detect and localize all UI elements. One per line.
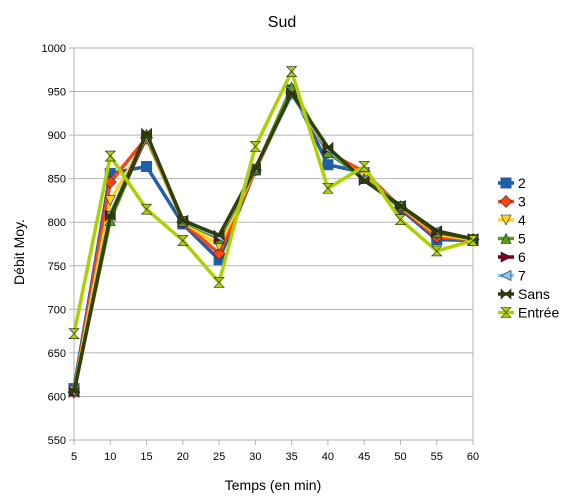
data-point (213, 229, 225, 242)
x-axis-title: Temps (en min) (225, 477, 321, 493)
legend-item: 4 (498, 212, 526, 228)
data-point (285, 66, 298, 77)
data-point (467, 235, 479, 246)
data-point (249, 141, 262, 152)
x-tick-label: 40 (322, 451, 334, 463)
legend-item: 7 (498, 268, 526, 284)
series-7 (68, 89, 479, 398)
legend-marker (500, 177, 512, 189)
y-tick-label: 1000 (42, 43, 66, 55)
legend-item: Entrée (498, 305, 559, 321)
legend-label: 2 (518, 175, 526, 191)
data-point (395, 199, 406, 212)
data-point (177, 235, 189, 246)
gridlines (74, 47, 473, 441)
legend-item: 2 (498, 175, 526, 191)
data-point (104, 210, 116, 222)
legend-item: 3 (498, 194, 526, 210)
legend: 2 3 4 5 6 7 Sans Entrée (498, 175, 559, 321)
series-line (72, 91, 474, 393)
data-point (431, 225, 443, 237)
legend-label: 6 (518, 249, 526, 265)
series-Entrée (68, 66, 479, 340)
legend-label: 5 (518, 231, 526, 247)
x-tick-label: 45 (358, 451, 370, 463)
data-point (104, 150, 116, 162)
y-tick-label: 700 (48, 304, 66, 316)
series-Sans (68, 87, 479, 398)
data-point (213, 277, 225, 288)
legend-label: 4 (518, 212, 526, 228)
y-tick-label: 900 (48, 130, 66, 142)
legend-label: Sans (518, 286, 550, 302)
chart-title: Sud (268, 14, 296, 31)
data-point (431, 245, 443, 257)
y-tick-label: 600 (48, 391, 66, 403)
series-line (72, 93, 474, 393)
data-point (358, 161, 370, 172)
legend-marker (500, 214, 512, 226)
x-tick-label: 35 (286, 451, 298, 463)
series-line (72, 92, 474, 393)
legend-marker (500, 251, 512, 263)
data-point (68, 386, 80, 398)
legend-marker (499, 195, 513, 208)
data-point (394, 214, 407, 225)
legend-item: 5 (498, 231, 526, 247)
x-tick-label: 60 (467, 451, 479, 463)
data-point (68, 328, 80, 340)
data-point (322, 141, 334, 154)
series-lines (67, 66, 480, 399)
data-point (322, 159, 334, 171)
legend-marker (500, 288, 512, 300)
x-tick-label: 50 (394, 451, 406, 463)
legend-marker (500, 232, 512, 244)
y-tick-label: 950 (48, 87, 66, 99)
x-tick-label: 10 (104, 451, 116, 463)
x-tick-label: 30 (249, 451, 261, 463)
legend-item: 6 (498, 249, 526, 265)
legend-label: Entrée (518, 305, 559, 321)
data-point (141, 127, 152, 140)
data-point (140, 203, 153, 215)
data-point (322, 182, 334, 194)
x-tick-label: 5 (71, 451, 77, 463)
data-point (141, 160, 153, 172)
x-tick-label: 55 (431, 451, 443, 463)
y-tick-label: 850 (48, 174, 66, 186)
y-tick-label: 650 (48, 348, 66, 360)
y-tick-label: 800 (48, 217, 66, 229)
data-point (177, 214, 189, 227)
legend-label: 7 (518, 268, 526, 284)
x-tick-label: 15 (140, 451, 152, 463)
y-tick-label: 550 (48, 435, 66, 447)
series-line (72, 69, 474, 335)
x-tick-label: 25 (213, 451, 225, 463)
legend-item: Sans (498, 286, 550, 302)
series-line (72, 91, 474, 393)
y-axis-title: Débit Moy. (11, 219, 27, 285)
axes: 550 600 650 700 750 800 850 900 950 1000 5 10 15 20 25… (42, 43, 480, 463)
data-point (104, 195, 116, 207)
legend-marker (500, 270, 512, 281)
series-line (72, 89, 474, 392)
y-tick-label: 750 (48, 261, 66, 273)
data-point (212, 247, 226, 261)
legend-marker (500, 307, 512, 318)
legend-label: 3 (518, 194, 526, 210)
x-tick-label: 20 (177, 451, 189, 463)
